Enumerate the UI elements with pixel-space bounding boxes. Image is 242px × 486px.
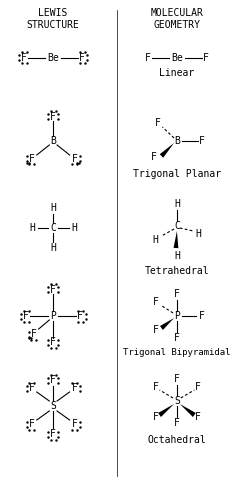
Text: Tetrahedral: Tetrahedral <box>145 266 209 276</box>
Polygon shape <box>158 404 174 417</box>
Text: Linear: Linear <box>159 68 195 78</box>
Text: F: F <box>21 53 27 63</box>
Text: S: S <box>50 401 56 411</box>
Text: F: F <box>174 418 180 428</box>
Text: F: F <box>174 374 180 384</box>
Text: F: F <box>71 383 77 393</box>
Text: F: F <box>199 136 205 146</box>
Text: F: F <box>79 53 85 63</box>
Text: F: F <box>153 412 159 422</box>
Text: F: F <box>50 429 56 439</box>
Text: Trigonal Planar: Trigonal Planar <box>133 169 221 179</box>
Text: P: P <box>174 311 180 321</box>
Text: C: C <box>50 223 56 233</box>
Text: B: B <box>174 136 180 146</box>
Text: F: F <box>71 419 77 429</box>
Text: F: F <box>29 419 35 429</box>
Text: H: H <box>195 229 201 239</box>
Text: H: H <box>50 243 56 253</box>
Text: F: F <box>155 118 160 128</box>
Text: P: P <box>50 311 56 321</box>
Polygon shape <box>174 231 178 248</box>
Text: Be: Be <box>171 53 183 63</box>
Text: F: F <box>195 382 201 392</box>
Text: F: F <box>50 375 56 385</box>
Text: F: F <box>77 311 83 321</box>
Text: Be: Be <box>47 53 59 63</box>
Text: F: F <box>203 53 209 63</box>
Polygon shape <box>160 143 174 158</box>
Text: H: H <box>29 223 35 233</box>
Text: F: F <box>71 154 77 164</box>
Text: LEWIS
STRUCTURE: LEWIS STRUCTURE <box>27 8 80 30</box>
Text: F: F <box>153 382 159 392</box>
Text: H: H <box>174 251 180 261</box>
Text: Octahedral: Octahedral <box>148 435 206 445</box>
Text: C: C <box>174 221 180 231</box>
Text: F: F <box>29 154 35 164</box>
Text: F: F <box>174 333 180 343</box>
Text: H: H <box>50 203 56 213</box>
Text: F: F <box>145 53 151 63</box>
Polygon shape <box>180 404 196 417</box>
Text: H: H <box>174 199 180 209</box>
Text: H: H <box>153 235 159 245</box>
Text: F: F <box>50 337 56 347</box>
Text: F: F <box>50 112 56 122</box>
Text: Trigonal Bipyramidal: Trigonal Bipyramidal <box>123 348 231 357</box>
Text: F: F <box>23 311 29 321</box>
Polygon shape <box>160 318 174 330</box>
Text: F: F <box>29 383 35 393</box>
Text: F: F <box>174 289 180 299</box>
Text: F: F <box>199 311 205 321</box>
Text: B: B <box>50 136 56 146</box>
Text: F: F <box>151 152 157 162</box>
Text: F: F <box>31 329 37 339</box>
Text: H: H <box>71 223 77 233</box>
Text: F: F <box>50 285 56 295</box>
Text: F: F <box>195 412 201 422</box>
Text: MOLECULAR
GEOMETRY: MOLECULAR GEOMETRY <box>151 8 203 30</box>
Text: F: F <box>153 325 159 335</box>
Text: F: F <box>153 297 159 307</box>
Text: S: S <box>174 396 180 406</box>
